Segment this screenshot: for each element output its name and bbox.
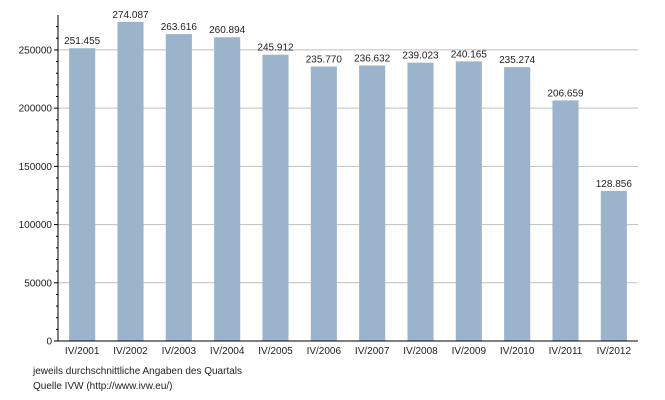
x-tick-label: IV/2011 <box>549 346 583 357</box>
bar <box>262 54 289 341</box>
y-tick-label: 0 <box>46 337 52 348</box>
bar <box>600 190 627 341</box>
y-tick-label: 100000 <box>19 220 53 231</box>
data-label: 263.616 <box>161 22 198 33</box>
x-tick-label: IV/2006 <box>307 346 342 357</box>
y-tick-label: 250000 <box>19 45 53 56</box>
bar <box>117 21 144 341</box>
footnote-source: Quelle IVW (http://www.ivw.eu/) <box>33 381 173 392</box>
bar <box>359 65 386 342</box>
bars <box>69 21 627 342</box>
x-tick-label: IV/2001 <box>65 346 100 357</box>
bar <box>165 34 192 342</box>
y-tick-label: 50000 <box>24 278 52 289</box>
data-label: 239.023 <box>402 51 439 62</box>
data-label: 240.165 <box>451 49 488 60</box>
data-label: 235.770 <box>306 54 343 65</box>
data-label: 236.632 <box>354 53 391 64</box>
gridlines <box>58 49 638 284</box>
x-tick-label: IV/2012 <box>597 346 632 357</box>
bar <box>552 100 579 341</box>
x-tick-label: IV/2007 <box>355 346 390 357</box>
data-label: 260.894 <box>209 25 246 36</box>
x-tick-label: IV/2002 <box>113 346 148 357</box>
x-tick-label: IV/2010 <box>500 346 535 357</box>
x-tick-label: IV/2008 <box>403 346 438 357</box>
bar <box>455 61 482 341</box>
x-tick-label: IV/2004 <box>210 346 245 357</box>
bar <box>407 62 434 342</box>
data-label: 245.912 <box>257 43 294 54</box>
x-tick-label: IV/2003 <box>162 346 197 357</box>
y-tick-label: 200000 <box>19 104 53 115</box>
bar <box>310 66 337 341</box>
bar <box>504 67 531 341</box>
data-label: 251.455 <box>64 36 101 47</box>
data-label: 128.856 <box>596 179 633 190</box>
axes: 0 50000 100000 150000 200000 250000 IV/2001 IV/… <box>19 15 638 357</box>
x-tick-label: IV/2005 <box>258 346 293 357</box>
data-labels: 251.455 274.087 263.616 260.894 245.912 235.7… <box>64 10 632 190</box>
data-label: 235.274 <box>499 55 536 66</box>
bar <box>69 48 96 342</box>
data-label: 274.087 <box>112 10 149 21</box>
bar <box>214 37 241 341</box>
data-label: 206.659 <box>547 88 584 99</box>
footnote-note: jeweils durchschnittliche Angaben des Qu… <box>33 366 243 377</box>
x-tick-label: IV/2009 <box>452 346 487 357</box>
y-tick-label: 150000 <box>19 162 53 173</box>
